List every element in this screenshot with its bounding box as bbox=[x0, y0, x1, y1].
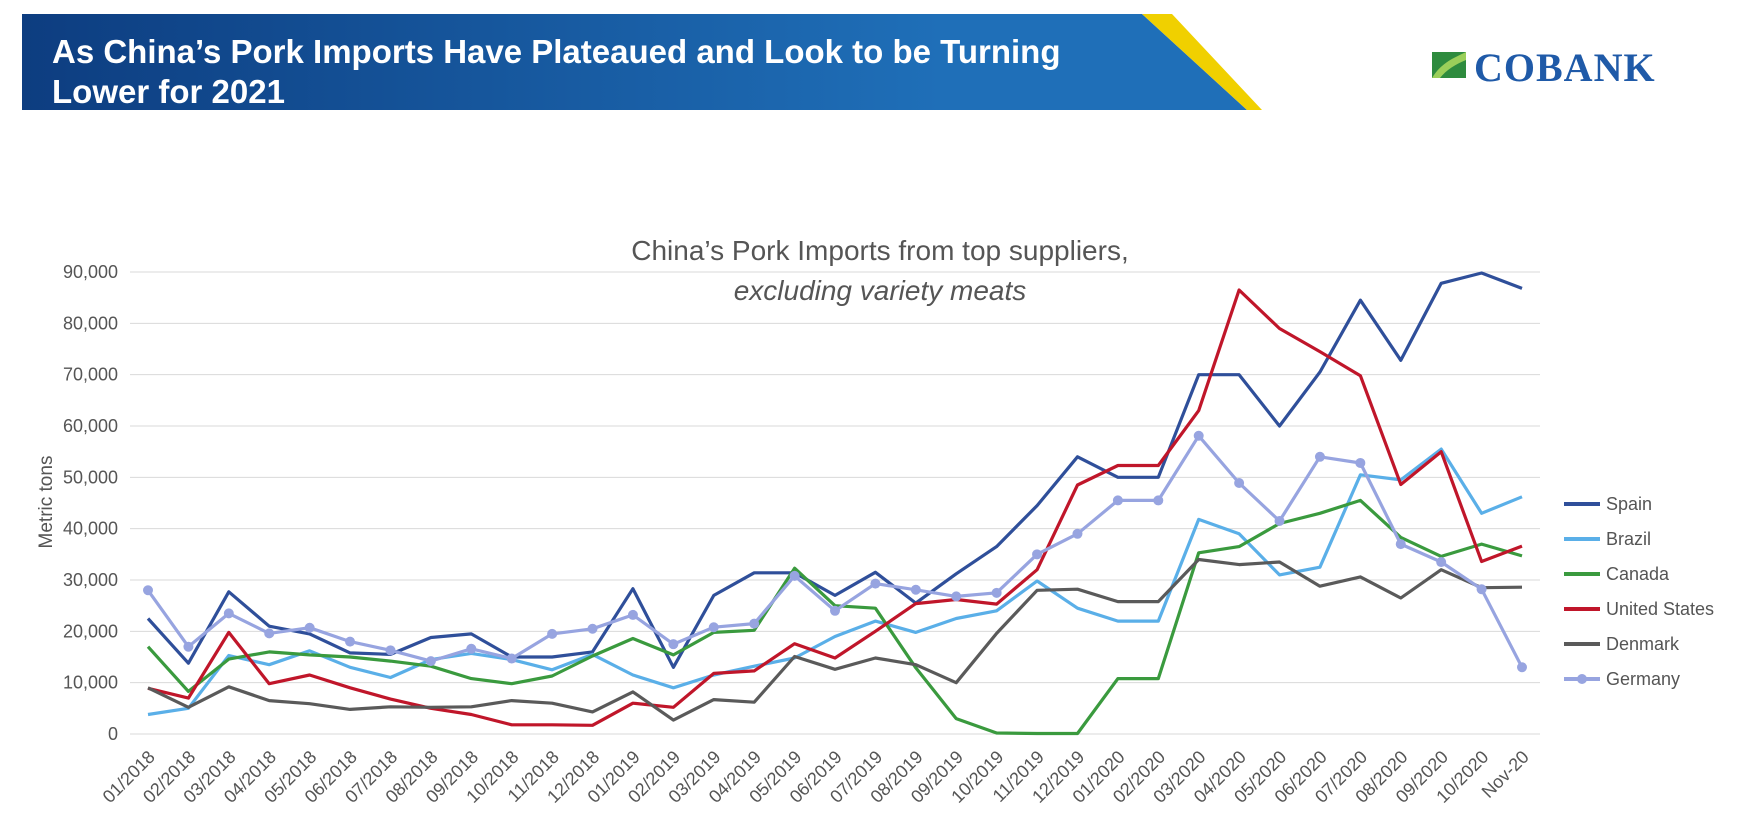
legend-item: Brazil bbox=[1564, 529, 1651, 549]
legend-item: United States bbox=[1564, 599, 1714, 619]
data-point bbox=[1476, 584, 1487, 595]
series-germany bbox=[143, 430, 1527, 673]
data-point bbox=[627, 609, 638, 620]
banner-band bbox=[22, 14, 1247, 110]
data-point bbox=[1436, 557, 1447, 568]
logo-wordmark: COBANK bbox=[1474, 45, 1656, 90]
data-point bbox=[143, 585, 153, 596]
data-point bbox=[789, 570, 800, 581]
series-line bbox=[146, 434, 1524, 669]
series-line bbox=[147, 557, 1523, 722]
data-point bbox=[1032, 549, 1043, 560]
y-tick-label: 10,000 bbox=[63, 673, 118, 693]
y-tick-label: 70,000 bbox=[63, 365, 118, 385]
data-point bbox=[385, 645, 396, 656]
series-canada bbox=[146, 498, 1523, 736]
data-point bbox=[1193, 430, 1204, 441]
data-point bbox=[668, 639, 679, 650]
data-point bbox=[830, 605, 840, 616]
cobank-leaf-icon bbox=[1432, 52, 1466, 78]
data-point bbox=[1072, 528, 1083, 539]
chart-subtitle: excluding variety meats bbox=[734, 275, 1027, 306]
chart-title: China’s Pork Imports from top suppliers, bbox=[631, 235, 1128, 266]
series-lines bbox=[143, 271, 1527, 736]
series-brazil bbox=[147, 447, 1523, 717]
page-title-line-2: Lower for 2021 bbox=[52, 73, 285, 110]
data-point bbox=[1234, 477, 1245, 488]
data-point bbox=[1314, 451, 1325, 462]
series-line bbox=[146, 498, 1523, 736]
data-point bbox=[304, 622, 315, 633]
data-point bbox=[1395, 539, 1406, 550]
data-point bbox=[466, 643, 477, 654]
legend-label: Spain bbox=[1606, 494, 1652, 514]
data-point bbox=[547, 628, 558, 639]
legend-label: Brazil bbox=[1606, 529, 1651, 549]
y-tick-label: 0 bbox=[108, 724, 118, 744]
y-tick-label: 30,000 bbox=[63, 570, 118, 590]
page-title-line-1: As China’s Pork Imports Have Plateaued a… bbox=[52, 33, 1061, 70]
y-tick-label: 50,000 bbox=[63, 467, 118, 487]
data-point bbox=[223, 608, 234, 619]
chart-legend: Spain Brazil Canada United States Denmark Ger… bbox=[1564, 494, 1714, 689]
series-united-states bbox=[147, 288, 1523, 727]
y-tick-label: 20,000 bbox=[63, 621, 118, 641]
legend-marker bbox=[1577, 674, 1587, 684]
y-tick-label: 60,000 bbox=[63, 416, 118, 436]
series-line bbox=[147, 447, 1523, 717]
y-axis-title: Metric tons bbox=[36, 456, 57, 549]
title-banner: As China’s Pork Imports Have Plateaued a… bbox=[22, 14, 1402, 124]
series-line bbox=[147, 288, 1523, 727]
legend-label: Germany bbox=[1606, 669, 1680, 689]
data-point bbox=[1112, 495, 1123, 506]
data-point bbox=[1153, 495, 1164, 506]
legend-item: Germany bbox=[1564, 669, 1680, 689]
banner-background bbox=[22, 14, 1262, 110]
data-point bbox=[264, 628, 275, 639]
data-point bbox=[1355, 457, 1366, 468]
data-point bbox=[425, 656, 436, 667]
data-point bbox=[183, 641, 194, 652]
legend-item: Denmark bbox=[1564, 634, 1680, 654]
data-point bbox=[749, 618, 760, 629]
y-tick-label: 40,000 bbox=[63, 519, 118, 539]
data-point bbox=[951, 591, 962, 602]
x-axis-ticks: 01/201802/201803/201804/201805/201806/20… bbox=[99, 747, 1533, 807]
data-point bbox=[910, 584, 921, 595]
cobank-logo: COBANK bbox=[1420, 40, 1720, 90]
data-point bbox=[991, 587, 1002, 598]
page-title: As China’s Pork Imports Have Plateaued a… bbox=[52, 32, 1332, 112]
legend-label: Canada bbox=[1606, 564, 1670, 584]
legend-label: United States bbox=[1606, 599, 1714, 619]
data-point bbox=[708, 622, 719, 633]
y-tick-label: 80,000 bbox=[63, 313, 118, 333]
data-point bbox=[587, 623, 598, 634]
series-denmark bbox=[147, 557, 1523, 722]
y-axis-ticks: 0 10,000 20,000 30,000 40,000 50,000 60,000 70,… bbox=[63, 262, 118, 744]
series-spain bbox=[146, 271, 1523, 669]
data-point bbox=[1517, 662, 1527, 673]
legend-item: Canada bbox=[1564, 564, 1670, 584]
series-line bbox=[146, 271, 1523, 669]
data-point bbox=[345, 636, 356, 647]
legend-item: Spain bbox=[1564, 494, 1652, 514]
y-tick-label: 90,000 bbox=[63, 262, 118, 282]
data-point bbox=[870, 578, 881, 589]
legend-label: Denmark bbox=[1606, 634, 1680, 654]
banner-accent-stripe bbox=[1142, 14, 1262, 110]
data-point bbox=[1274, 515, 1285, 526]
data-point bbox=[506, 653, 517, 664]
gridlines bbox=[130, 271, 1540, 735]
